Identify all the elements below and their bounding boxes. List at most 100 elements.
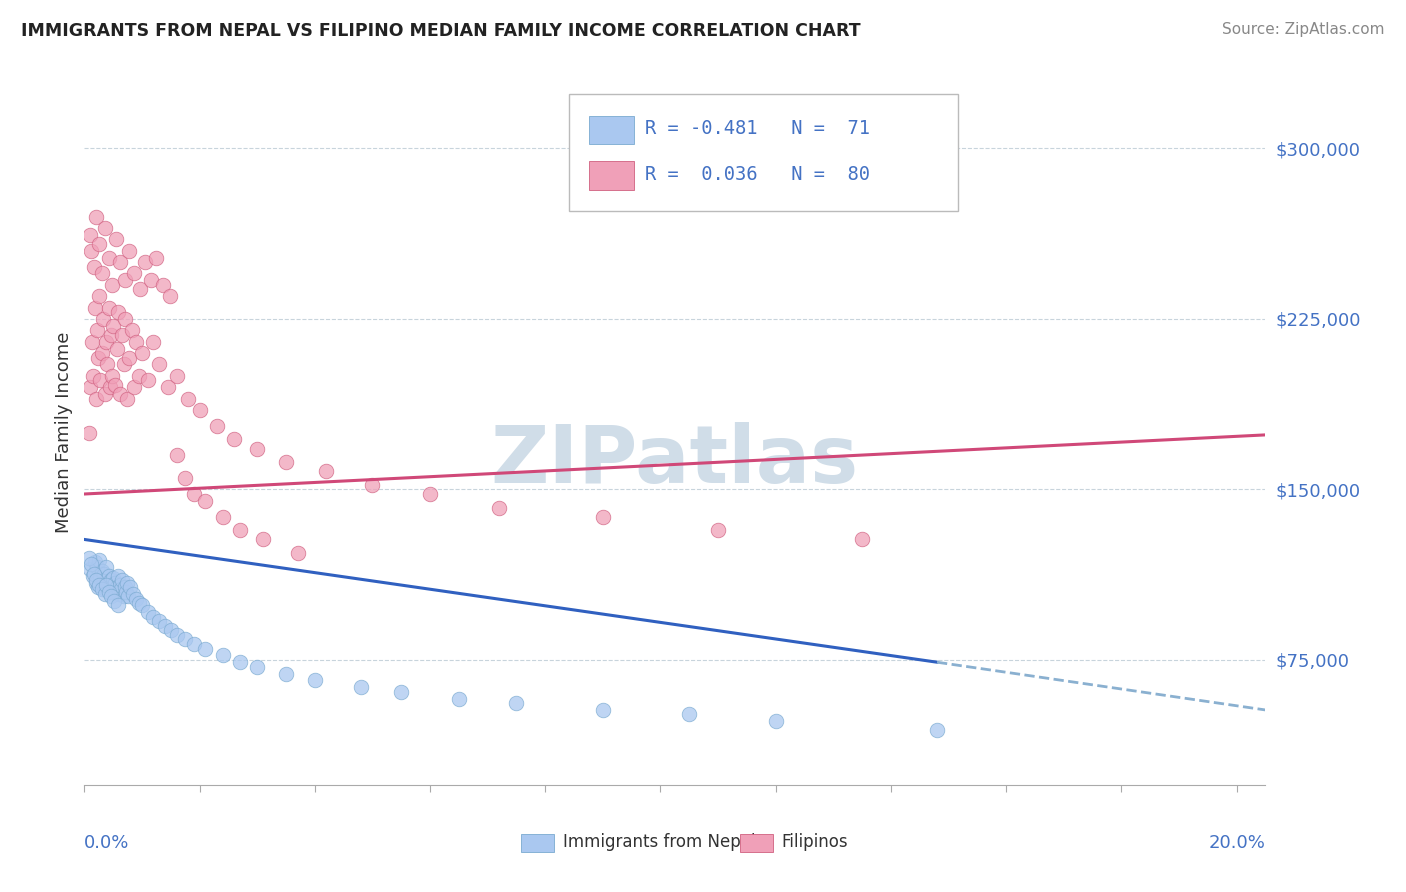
Point [505, 696, 527, 710]
Text: R =  0.036   N =  80: R = 0.036 N = 80 [645, 165, 870, 185]
Point [86, 559, 108, 574]
Point [101, 318, 124, 333]
Point [115, 392, 138, 406]
Point [103, 594, 125, 608]
Text: R = -0.481   N =  71: R = -0.481 N = 71 [645, 120, 870, 138]
Point [93, 312, 115, 326]
Point [100, 574, 122, 588]
Point [94, 387, 117, 401]
Point [82, 569, 104, 583]
Point [121, 323, 143, 337]
Point [925, 723, 948, 738]
Point [100, 327, 122, 342]
Point [87, 580, 110, 594]
Point [128, 368, 150, 383]
Point [97, 584, 120, 599]
Point [592, 703, 614, 717]
Point [103, 584, 125, 599]
Point [90, 564, 112, 578]
Text: ZIPatlas: ZIPatlas [491, 422, 859, 500]
Point [166, 628, 188, 642]
Point [287, 546, 309, 560]
Point [84, 575, 107, 590]
Point [105, 342, 128, 356]
Point [120, 580, 142, 594]
Point [114, 312, 136, 326]
Point [98, 582, 121, 597]
Point [177, 392, 200, 406]
Point [174, 471, 197, 485]
Point [111, 574, 134, 588]
Point [118, 351, 141, 365]
Point [108, 255, 131, 269]
Point [142, 334, 165, 349]
Point [592, 509, 614, 524]
Point [765, 714, 787, 729]
Point [851, 533, 873, 547]
Point [93, 566, 115, 581]
Point [194, 641, 217, 656]
Point [97, 569, 120, 583]
Point [183, 637, 205, 651]
Text: Immigrants from Nepal: Immigrants from Nepal [562, 833, 755, 851]
Point [108, 387, 131, 401]
Point [93, 587, 115, 601]
Point [447, 691, 470, 706]
Point [107, 305, 129, 319]
Point [211, 509, 233, 524]
Point [174, 632, 197, 647]
Point [246, 442, 269, 456]
Point [128, 596, 150, 610]
Point [87, 236, 110, 251]
Point [89, 553, 111, 567]
Point [315, 464, 337, 478]
Point [77, 550, 100, 565]
Point [122, 380, 145, 394]
Point [166, 368, 188, 383]
Point [246, 659, 269, 673]
Point [114, 580, 136, 594]
Point [136, 373, 159, 387]
Point [274, 666, 297, 681]
Point [86, 323, 108, 337]
Point [118, 244, 141, 258]
Point [89, 373, 111, 387]
Point [101, 571, 124, 585]
Point [166, 448, 188, 462]
Point [94, 221, 117, 235]
Point [188, 403, 211, 417]
Point [79, 227, 101, 242]
Text: Source: ZipAtlas.com: Source: ZipAtlas.com [1222, 22, 1385, 37]
Point [110, 582, 132, 597]
Point [96, 334, 118, 349]
Point [89, 289, 111, 303]
Point [84, 392, 107, 406]
Point [97, 301, 120, 315]
Point [80, 334, 103, 349]
Point [112, 589, 135, 603]
Point [96, 358, 118, 372]
Point [98, 380, 121, 394]
Point [96, 578, 118, 592]
FancyBboxPatch shape [568, 95, 959, 211]
Bar [589, 161, 634, 189]
Point [350, 680, 373, 694]
Point [84, 574, 107, 588]
Text: Filipinos: Filipinos [782, 833, 848, 851]
Point [419, 487, 441, 501]
Point [131, 346, 153, 360]
Bar [522, 834, 554, 852]
Point [105, 232, 128, 246]
Point [108, 578, 131, 592]
Point [229, 655, 252, 669]
Point [111, 327, 134, 342]
Point [125, 334, 148, 349]
Point [124, 267, 146, 281]
Point [83, 301, 105, 315]
Point [304, 673, 326, 688]
Point [136, 605, 159, 619]
Point [678, 707, 700, 722]
Point [156, 380, 179, 394]
Point [96, 559, 118, 574]
Point [131, 599, 153, 613]
